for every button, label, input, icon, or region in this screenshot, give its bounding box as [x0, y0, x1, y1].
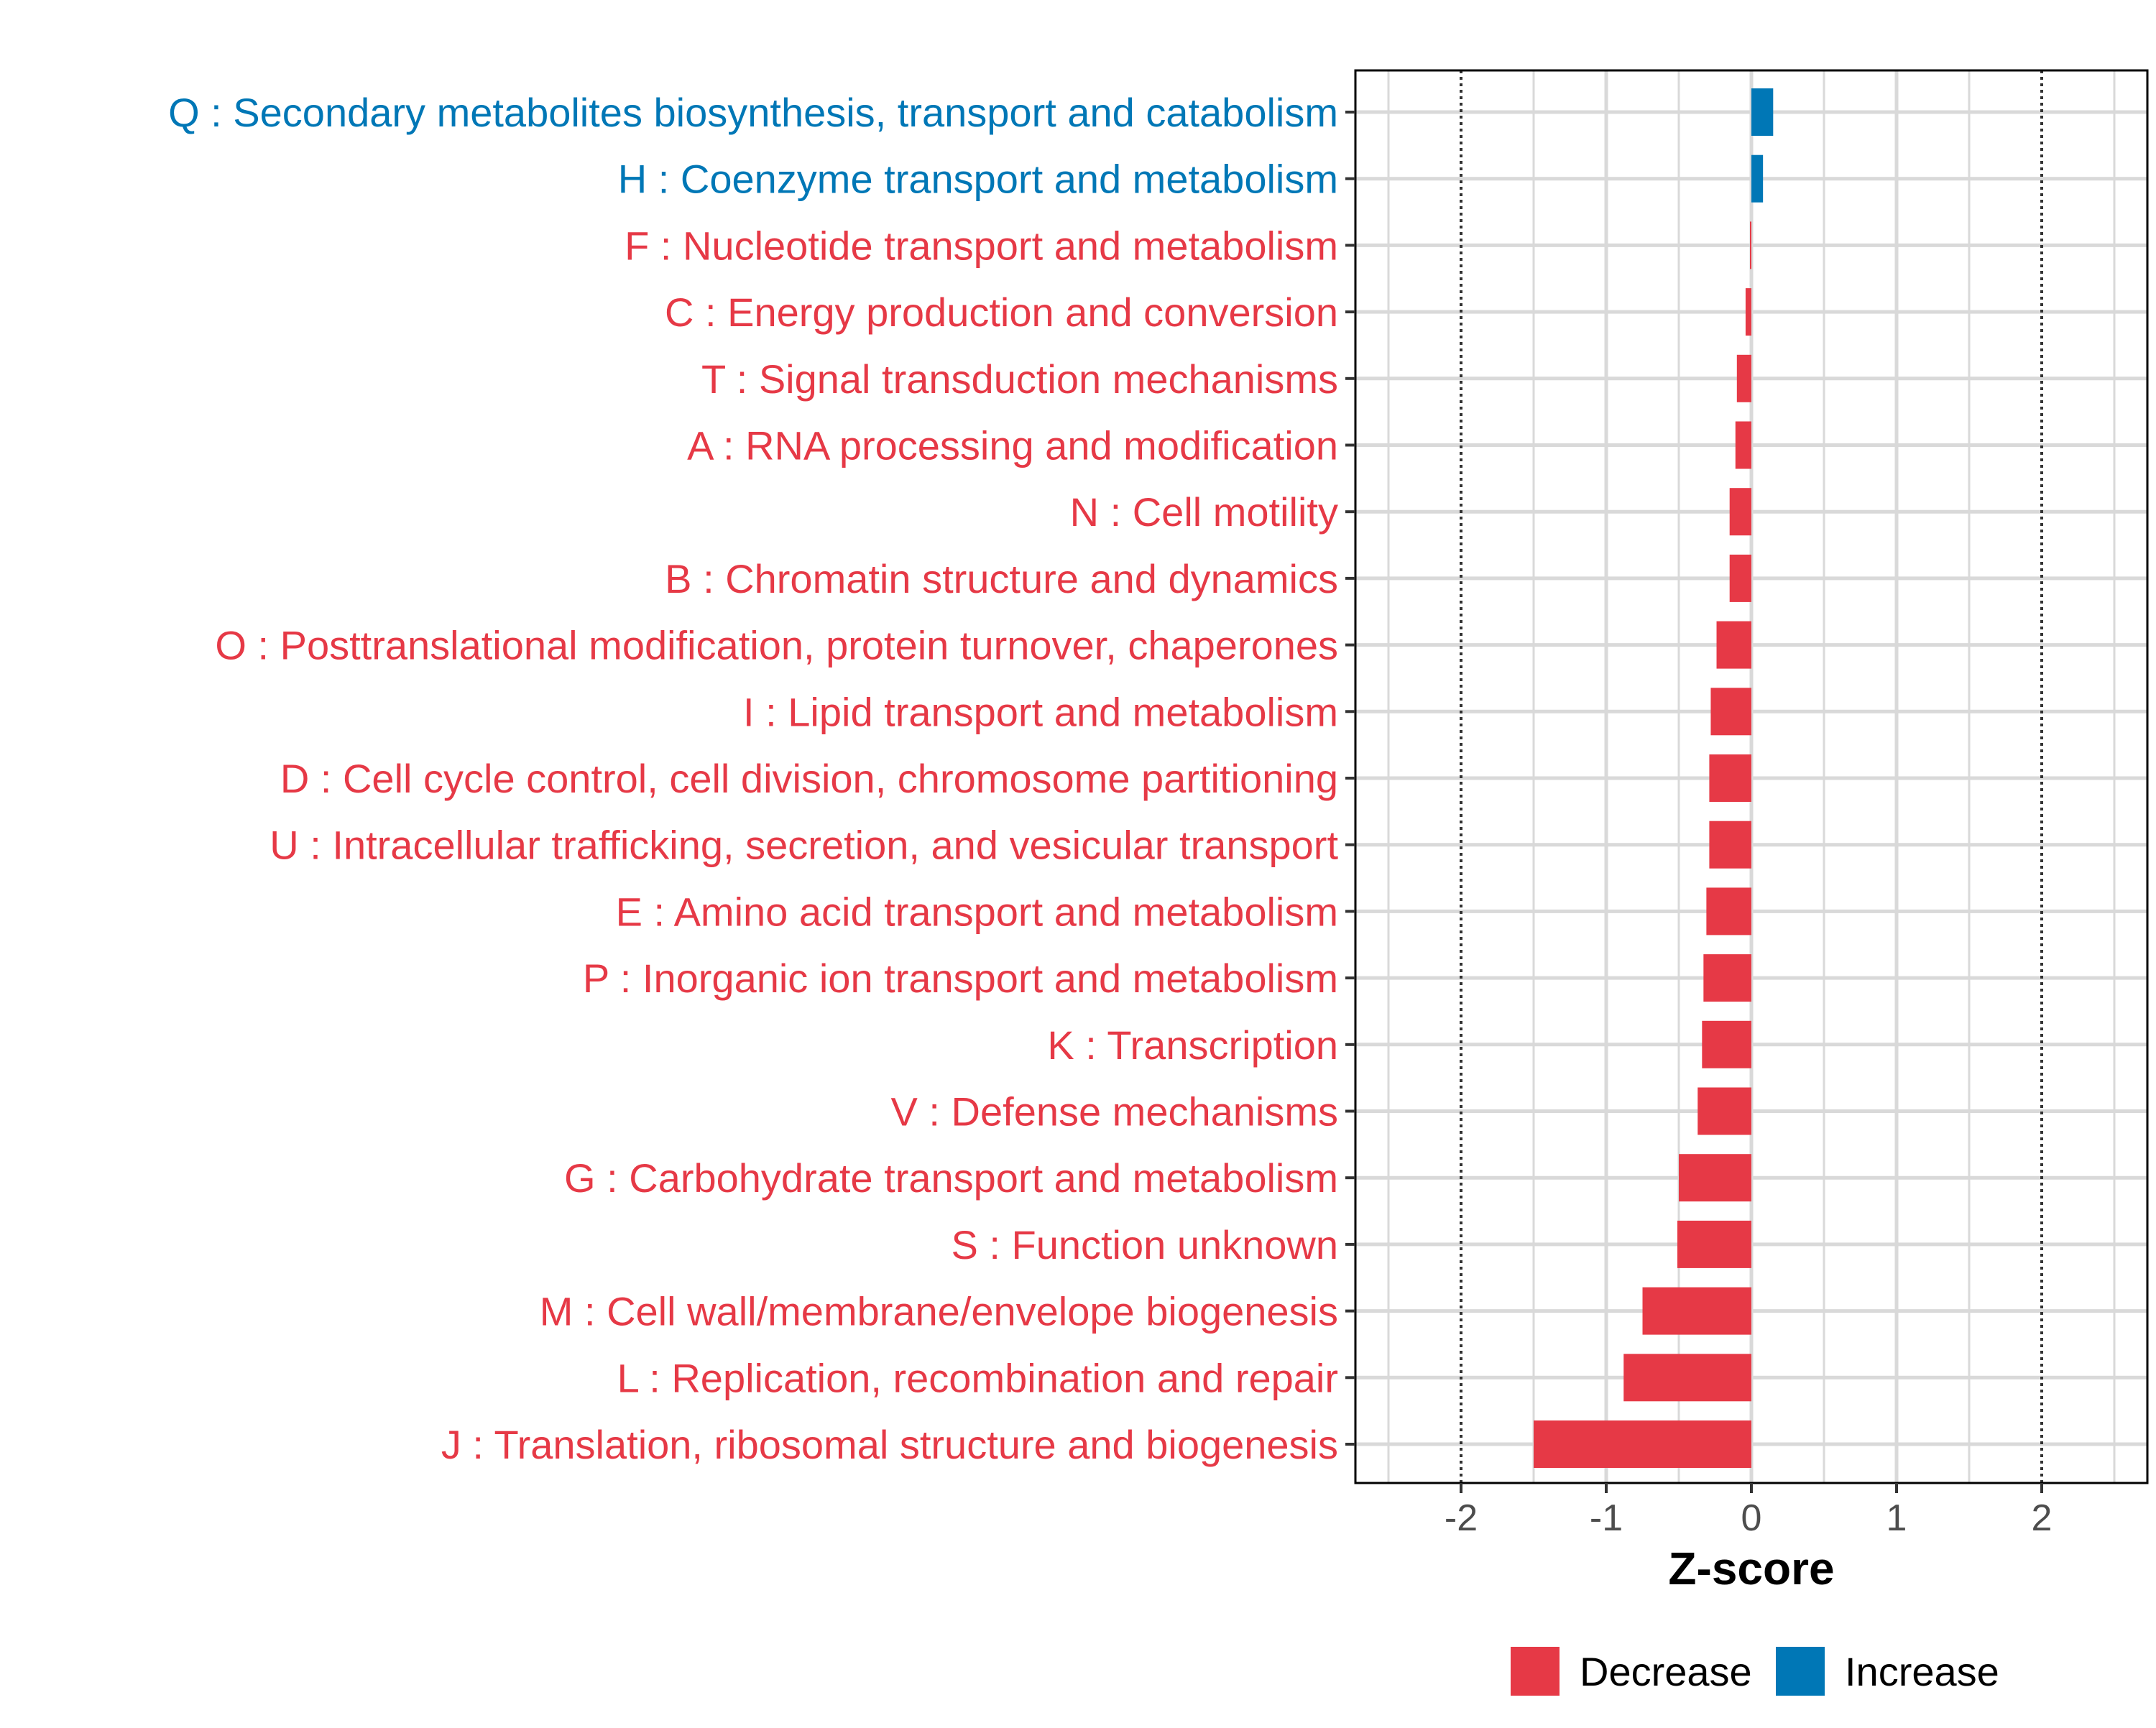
bar	[1697, 1087, 1751, 1135]
category-label: L : Replication, recombination and repai…	[617, 1355, 1338, 1400]
category-label: K : Transcription	[1047, 1022, 1338, 1068]
category-label: C : Energy production and conversion	[665, 290, 1338, 335]
bar	[1706, 887, 1751, 935]
bar	[1751, 88, 1774, 136]
bar	[1716, 621, 1751, 669]
bar	[1745, 288, 1751, 336]
category-label: Q : Secondary metabolites biosynthesis, …	[168, 90, 1338, 135]
category-label: M : Cell wall/membrane/envelope biogenes…	[540, 1289, 1338, 1334]
category-label: D : Cell cycle control, cell division, c…	[280, 756, 1338, 801]
bar	[1735, 421, 1751, 469]
bar	[1642, 1287, 1751, 1335]
x-axis-title: Z-score	[1668, 1543, 1834, 1594]
bar	[1679, 1154, 1751, 1202]
category-label: N : Cell motility	[1070, 489, 1338, 535]
x-tick-label: -2	[1445, 1497, 1478, 1539]
x-tick-label: 2	[2032, 1497, 2053, 1539]
category-label: S : Function unknown	[951, 1222, 1338, 1267]
bar	[1710, 688, 1751, 736]
category-label: E : Amino acid transport and metabolism	[616, 889, 1338, 934]
category-label: P : Inorganic ion transport and metaboli…	[583, 956, 1338, 1001]
bar	[1749, 221, 1751, 269]
bar-layer	[1534, 88, 1774, 1468]
category-label: A : RNA processing and modification	[687, 423, 1338, 468]
category-label: F : Nucleotide transport and metabolism	[625, 223, 1338, 268]
x-axis-ticks: -2 -1 0 1 2	[1445, 1483, 2053, 1539]
bar	[1709, 821, 1751, 869]
legend-swatch	[1511, 1647, 1560, 1696]
x-tick-label: -1	[1590, 1497, 1623, 1539]
bar	[1534, 1420, 1751, 1468]
legend: Decrease Increase	[1511, 1647, 1999, 1696]
bar	[1736, 354, 1751, 402]
legend-swatch	[1776, 1647, 1825, 1696]
legend-label: Increase	[1845, 1649, 1999, 1694]
category-label: U : Intracellular trafficking, secretion…	[270, 823, 1338, 868]
bar	[1677, 1220, 1751, 1268]
category-label: O : Posttranslational modification, prot…	[215, 623, 1338, 668]
bar	[1729, 488, 1751, 536]
bar	[1751, 154, 1764, 203]
x-tick-label: 1	[1886, 1497, 1907, 1539]
category-label: T : Signal transduction mechanisms	[701, 356, 1338, 402]
category-label: B : Chromatin structure and dynamics	[665, 556, 1338, 601]
legend-label: Decrease	[1580, 1649, 1752, 1694]
bar	[1703, 954, 1751, 1002]
category-label: G : Carbohydrate transport and metabolis…	[564, 1155, 1338, 1201]
category-label: I : Lipid transport and metabolism	[743, 689, 1338, 734]
bar	[1709, 754, 1751, 802]
bar	[1702, 1020, 1751, 1068]
category-label: V : Defense mechanisms	[891, 1089, 1338, 1135]
bar	[1623, 1354, 1751, 1402]
x-tick-label: 0	[1741, 1497, 1762, 1539]
category-labels: Q : Secondary metabolites biosynthesis, …	[168, 90, 1338, 1467]
bar	[1729, 554, 1751, 602]
category-label: H : Coenzyme transport and metabolism	[618, 157, 1338, 202]
category-label: J : Translation, ribosomal structure and…	[441, 1422, 1338, 1467]
